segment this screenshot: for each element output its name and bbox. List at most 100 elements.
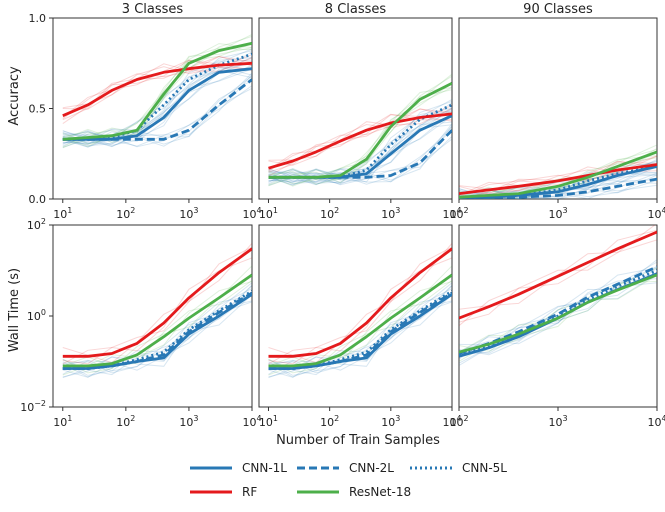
panel-accuracy-1-cnn-2l-trace-5 <box>62 72 252 145</box>
panel-walltime-2-series-cnn-5l <box>268 290 452 370</box>
panel-walltime-3-cnn-1l-trace-0 <box>459 273 657 356</box>
panel-accuracy-2-cnn-5l-trace-4 <box>268 102 452 183</box>
panel-walltime-2-series-cnn-2l <box>268 291 452 370</box>
panel-accuracy-2-rf-trace-0 <box>268 114 452 172</box>
panel-walltime-3-cnn-5l-trace-1 <box>459 278 657 353</box>
panel-accuracy-3-cnn-2l-trace-4 <box>459 180 657 199</box>
panel-walltime-1-resnet-18-trace-2 <box>62 281 252 376</box>
panel-accuracy-3-plot-area <box>459 144 657 199</box>
panel-accuracy-1-cnn-1l-trace-0 <box>62 61 252 147</box>
panel-accuracy-2-plot-area <box>268 73 452 187</box>
panel-walltime-1-cnn-2l-trace-2 <box>62 285 252 376</box>
panel-accuracy-1-cnn-2l-trace-4 <box>62 85 252 147</box>
panel-walltime-1-cnn-1l-trace-0 <box>62 284 252 376</box>
panel-walltime-3-cnn-1l-trace-2 <box>459 282 657 352</box>
panel-accuracy-1-cnn-5l-trace-3 <box>62 59 252 145</box>
panel-accuracy-1-cnn-2l-trace-2 <box>62 74 252 148</box>
panel-accuracy-3-resnet-18-trace-5 <box>459 149 657 199</box>
panel-walltime-1-series-rf <box>62 247 252 358</box>
panel-accuracy-3-series-resnet-18 <box>459 150 657 199</box>
panel-walltime-3-cnn-2l-trace-1 <box>459 267 657 360</box>
panel-walltime-3-xtick-label-1: 103 <box>548 414 567 429</box>
legend-label-cnn-2l: CNN-2L <box>349 461 394 475</box>
panel-accuracy-1-resnet-18-trace-2 <box>62 43 252 149</box>
panel-accuracy-3-resnet-18-trace-4 <box>459 147 657 199</box>
panel-walltime-2-xtick-label-2: 103 <box>381 414 400 429</box>
panel-accuracy-2-cnn-2l-trace-3 <box>268 130 452 185</box>
panel-accuracy-3-rf-trace-0 <box>459 161 657 198</box>
panel-walltime-1-resnet-18-trace-0 <box>62 279 252 367</box>
panel-walltime-1-xtick-label-0: 101 <box>53 414 72 429</box>
panel-accuracy-3-cnn-5l-trace-0 <box>459 161 657 199</box>
y-axis-label-accuracy: Accuracy <box>7 66 22 126</box>
legend-label-resnet-18: ResNet-18 <box>349 485 411 499</box>
panel-accuracy-1-xtick-label-2: 103 <box>179 206 198 221</box>
panel-accuracy-2-cnn-1l-trace-4 <box>268 124 452 185</box>
panel-accuracy-1-cnn-5l-trace-5 <box>62 50 252 145</box>
legend-item-rf: RF <box>190 485 257 499</box>
panel-accuracy-1-xtick-label-1: 102 <box>116 206 135 221</box>
panel-accuracy-1-rf-trace-0 <box>62 59 252 120</box>
panel-walltime-3-xtick-label-2: 104 <box>647 414 665 429</box>
panel-accuracy-2-cnn-2l-trace-4 <box>268 135 452 185</box>
y-axis-label-walltime: Wall Time (s) <box>7 268 22 352</box>
panel-walltime-2-plot-area <box>268 242 452 379</box>
panel-accuracy-1-series-resnet-18 <box>62 41 252 141</box>
panel-walltime-1-ytick-label-1: 100 <box>27 308 46 323</box>
panel-accuracy-3-series-cnn-5l <box>459 165 657 199</box>
panel-walltime-3-plot-area <box>459 225 657 366</box>
panel-accuracy-2-rf-trace-4 <box>268 104 452 166</box>
panel-accuracy-2-title: 8 Classes <box>325 2 387 17</box>
panel-accuracy-1-plot-area <box>62 33 252 149</box>
panel-accuracy-1-ytick-label-2: 1.0 <box>29 12 47 25</box>
panel-accuracy-3-title: 90 Classes <box>523 2 593 17</box>
panel-walltime-2-cnn-2l-trace-2 <box>268 285 452 376</box>
panel-accuracy-2-resnet-18-trace-2 <box>268 86 452 187</box>
panel-accuracy-3-xtick-label-2: 104 <box>647 206 665 221</box>
panel-walltime-3-cnn-5l-trace-2 <box>459 267 657 354</box>
panel-walltime-2-series-rf <box>268 247 452 358</box>
panel-walltime-3-rf-trace-0 <box>459 229 657 327</box>
panel-walltime-2-xtick-label-1: 102 <box>320 414 339 429</box>
legend-label-cnn-1l: CNN-1L <box>242 461 287 475</box>
panel-accuracy-1-ytick-label-1: 0.5 <box>29 103 47 116</box>
legend-item-cnn-2l: CNN-2L <box>297 461 394 475</box>
panel-accuracy-3-series-cnn-2l <box>459 177 657 199</box>
panel-walltime-1-xtick-label-2: 103 <box>179 414 198 429</box>
panel-accuracy-1-series-cnn-2l <box>62 78 252 141</box>
panel-walltime-3-series-resnet-18 <box>459 273 657 354</box>
legend-label-cnn-5l: CNN-5L <box>462 461 507 475</box>
panel-accuracy-1-cnn-5l-trace-1 <box>62 56 252 141</box>
panel-accuracy-3-series-rf <box>459 163 657 195</box>
panel-accuracy-2-series-resnet-18 <box>268 81 452 179</box>
panel-accuracy-3-xtick-label-0: 102 <box>449 206 468 221</box>
panel-accuracy-3: 90 Classes 102 103 104 <box>449 2 665 221</box>
panel-walltime-1-ytick-label-2: 102 <box>27 217 46 232</box>
panel-accuracy-2-series-cnn-5l <box>268 103 452 179</box>
panel-walltime-1-ytick-label-0: 10−2 <box>20 399 46 414</box>
panel-walltime-1-rf-trace-0 <box>62 257 252 365</box>
panel-walltime-3-series-rf <box>459 230 657 320</box>
panel-accuracy-1-resnet-18-trace-5 <box>62 47 252 148</box>
panel-walltime-2-series-resnet-18 <box>268 273 452 368</box>
panel-accuracy-2-frame <box>258 17 453 200</box>
panel-walltime-1-xtick-label-1: 102 <box>116 414 135 429</box>
panel-walltime-1-series-cnn-5l <box>62 289 252 370</box>
chart-panels: 3 Classes 101 102 103 104 0.0 0.5 1.0 8 Classes 1… <box>20 2 665 429</box>
x-axis-label: Number of Train Samples <box>276 433 440 448</box>
panel-accuracy-1-series-rf <box>62 61 252 117</box>
panel-accuracy-2-resnet-18-trace-3 <box>268 82 452 185</box>
panel-accuracy-2-resnet-18-trace-4 <box>268 75 452 187</box>
panel-walltime-2-cnn-5l-trace-2 <box>268 282 452 378</box>
panel-accuracy-1-title: 3 Classes <box>122 2 184 17</box>
panel-walltime-2-cnn-1l-trace-0 <box>268 284 452 376</box>
legend-item-cnn-1l: CNN-1L <box>190 461 287 475</box>
panel-accuracy-1-ytick-label-0: 0.0 <box>29 193 47 206</box>
panel-accuracy-1-cnn-2l-trace-3 <box>62 79 252 147</box>
panel-accuracy-3-resnet-18-trace-1 <box>459 151 657 199</box>
panel-accuracy-2-xtick-label-0: 101 <box>259 206 278 221</box>
